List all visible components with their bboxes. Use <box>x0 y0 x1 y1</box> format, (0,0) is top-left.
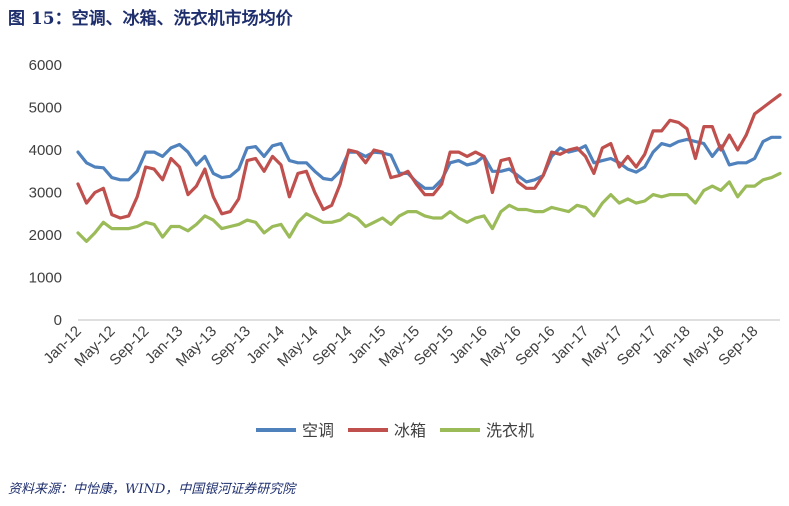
legend-label: 洗衣机 <box>486 421 534 440</box>
y-tick-label: 1000 <box>29 270 62 287</box>
figure-source: 资料来源：中怡康，WIND，中国银河证券研究院 <box>8 482 296 497</box>
series-line-2 <box>76 93 782 220</box>
y-tick-label: 0 <box>54 312 62 329</box>
figure-title: 图 15：空调、冰箱、洗衣机市场均价 <box>8 9 293 29</box>
chart-legend: 空调 冰箱 洗衣机 <box>256 421 534 440</box>
legend-label: 空调 <box>302 421 334 440</box>
y-tick-label: 2000 <box>29 227 62 244</box>
y-tick-label: 6000 <box>29 57 62 74</box>
y-tick-label: 4000 <box>29 142 62 159</box>
series-layer <box>76 93 782 243</box>
series-line-1 <box>76 135 782 190</box>
y-tick-label: 5000 <box>29 100 62 117</box>
series-line-3 <box>76 171 782 243</box>
y-tick-label: 3000 <box>29 185 62 202</box>
legend-label: 冰箱 <box>394 421 426 440</box>
